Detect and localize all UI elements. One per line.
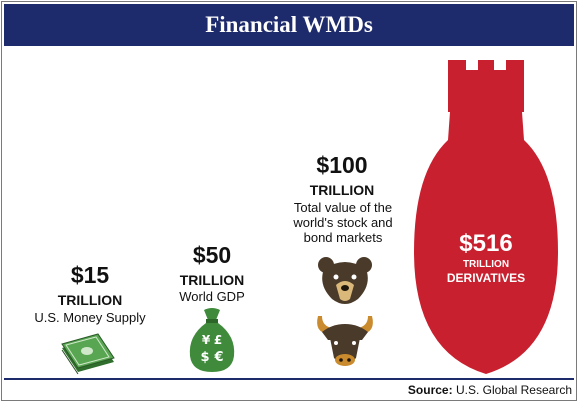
header-bar: Financial WMDs <box>4 4 574 46</box>
svg-text:¥: ¥ <box>202 333 211 347</box>
page-title: Financial WMDs <box>205 12 373 37</box>
amount-stock-bond: $100 <box>316 152 368 178</box>
unit-money-supply: TRILLION <box>57 292 123 308</box>
bear-head-icon <box>318 257 372 304</box>
svg-text:£: £ <box>214 333 222 347</box>
unit-world-gdp: TRILLION <box>179 272 245 288</box>
amount-derivatives: $516 <box>459 230 513 257</box>
desc-money-supply: U.S. Money Supply <box>34 310 146 325</box>
bomb-icon <box>414 60 558 374</box>
source-label: Source: <box>407 383 453 397</box>
amount-money-supply: $15 <box>70 262 110 288</box>
desc-derivatives: DERIVATIVES <box>446 271 526 285</box>
cash-stack-icon <box>61 333 115 375</box>
source-credit: Source: U.S. Global Research <box>408 383 572 397</box>
source-value: U.S. Global Research <box>455 383 572 397</box>
amount-world-gdp: $50 <box>192 242 232 268</box>
svg-text:€: € <box>213 350 223 365</box>
unit-stock-bond: TRILLION <box>309 182 375 198</box>
money-bag-icon: ¥ £ $ € <box>189 308 235 372</box>
unit-derivatives: TRILLION <box>462 259 510 270</box>
desc-stock-bond: Total value of the world's stock and bon… <box>293 200 393 245</box>
bull-head-icon <box>317 316 373 366</box>
baseline-divider <box>4 378 574 380</box>
svg-text:$: $ <box>200 350 209 365</box>
desc-world-gdp: World GDP <box>179 289 245 304</box>
